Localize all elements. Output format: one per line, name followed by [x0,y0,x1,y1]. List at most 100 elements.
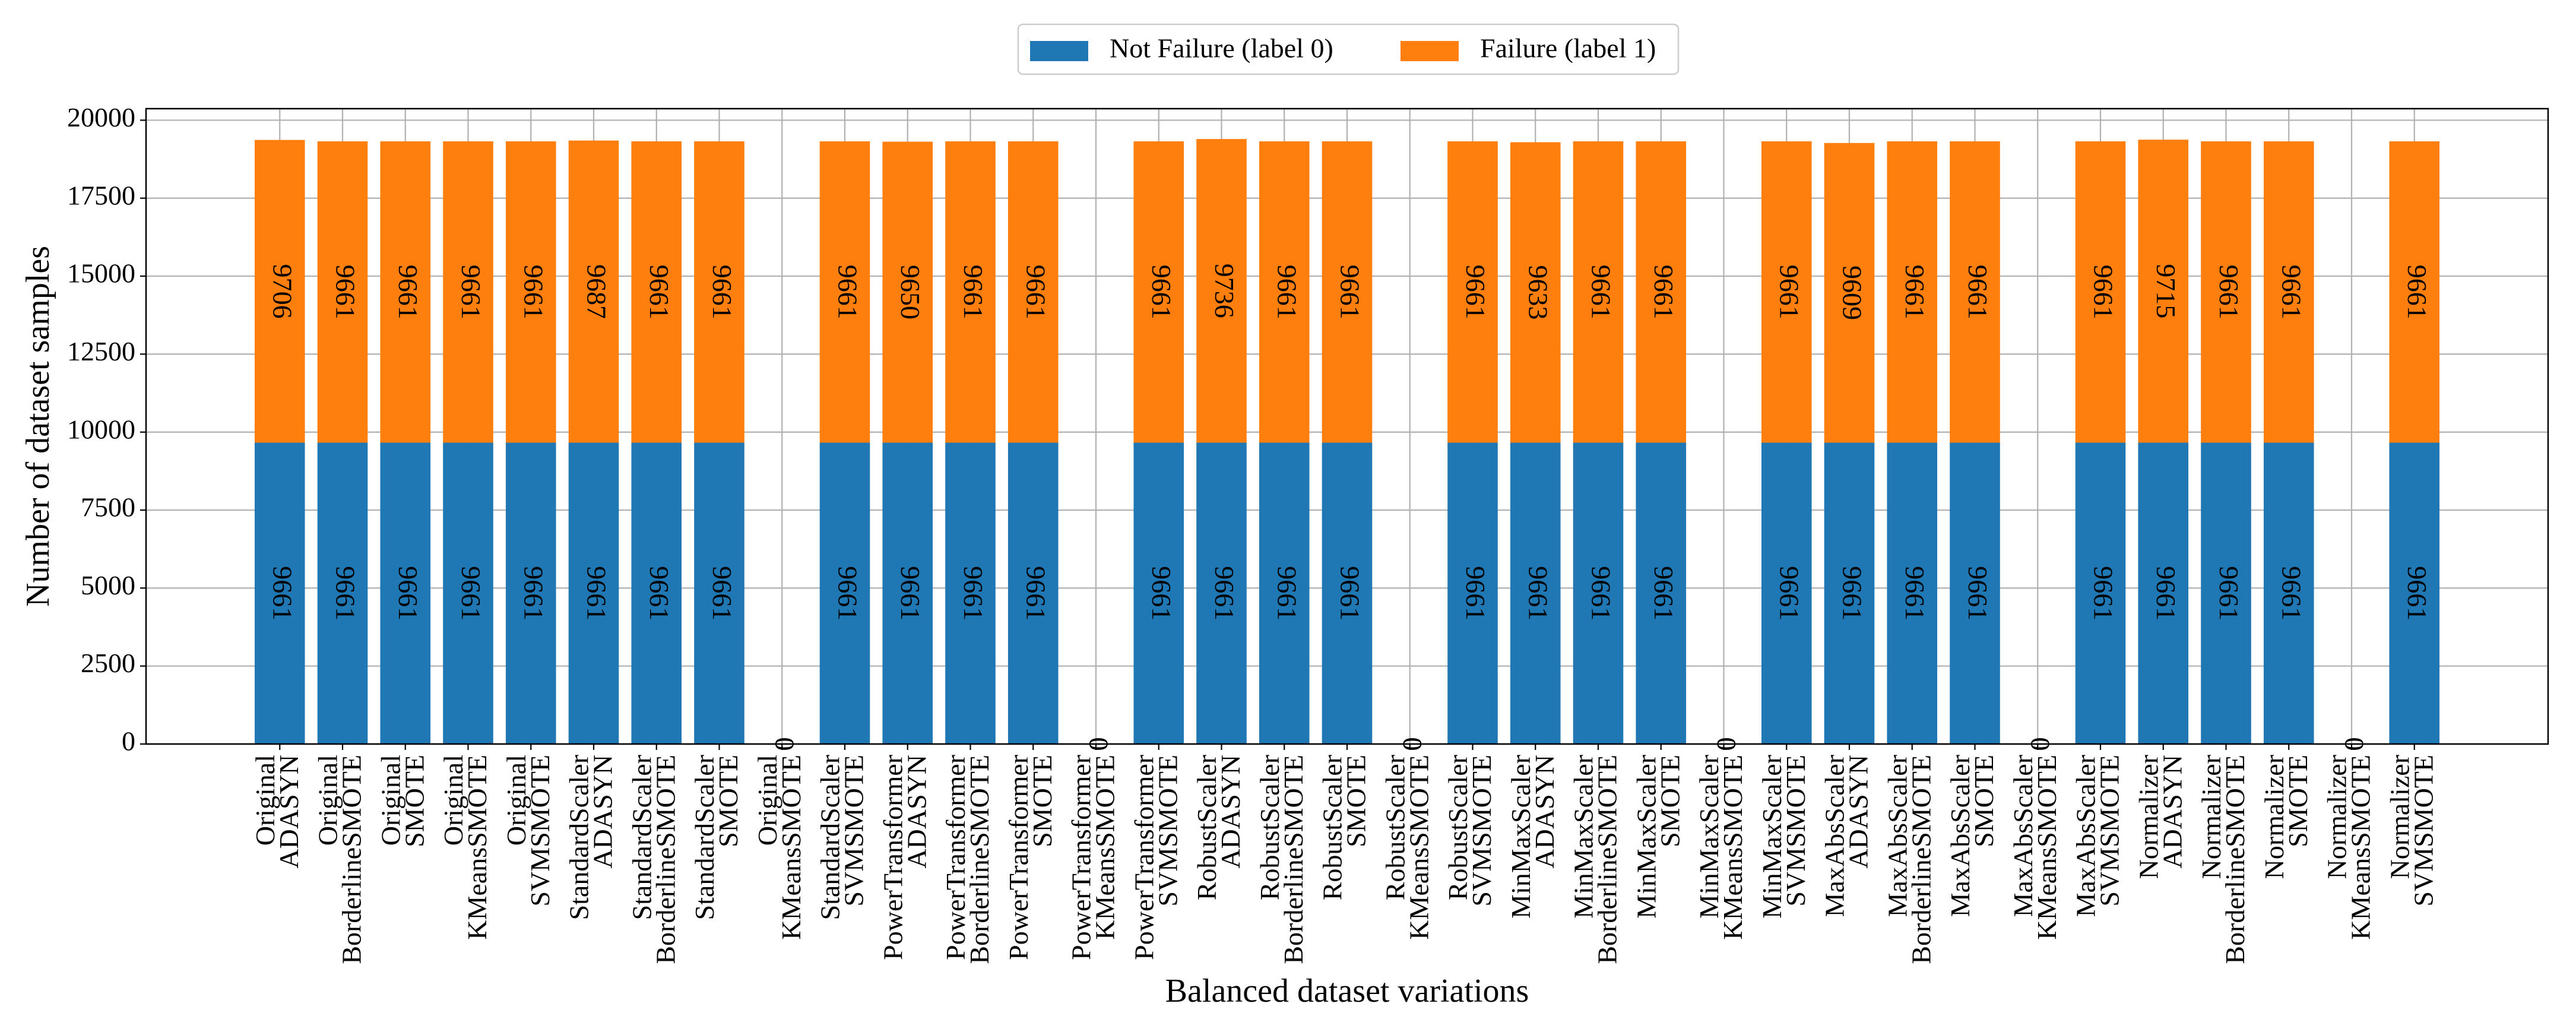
x-tick-label: RobustScaler [1254,755,1285,900]
data-label: 9661 [1963,566,1993,621]
bar-segment [505,442,556,744]
bar-segment [1447,141,1498,443]
x-tick-label: SVMSMOTE [1152,755,1183,907]
bar-segment [882,442,933,744]
data-label: 9661 [1460,265,1491,319]
bar-segment [1636,442,1687,744]
x-tick-label: BorderlineSMOTE [2220,755,2250,964]
x-tick-label: StandardScaler [689,755,720,920]
bar-segment [2263,442,2314,744]
data-label: 9661 [1523,566,1554,621]
x-tick-label: SMOTE [1655,755,1685,847]
x-tick-label: BorderlineSMOTE [964,755,994,964]
legend: Not Failure (label 0) Failure (label 1) [1017,23,1680,75]
bar-segment [2389,442,2440,744]
bar-segment [1196,139,1247,443]
x-tick-label: Original [501,755,531,846]
bar-segment [1950,141,2000,443]
bar-segment [1196,442,1247,744]
bar-segment [1322,141,1373,443]
x-tick-label: BorderlineSMOTE [1592,755,1623,964]
bar-segment [380,442,431,744]
x-tick-label: Original [313,755,343,846]
x-tick-label: SVMSMOTE [839,755,869,907]
y-tick-label: 17500 [67,180,135,210]
x-tick-label: KMeansSMOTE [2346,755,2376,940]
x-tick-label: PowerTransformer [1003,755,1034,960]
data-label: 9661 [330,265,360,319]
x-tick-label: ADASYN [1529,755,1560,869]
x-tick-label: PowerTransformer [1066,755,1097,960]
bar-segment [1887,442,1938,744]
bar-segment [1007,442,1059,744]
data-label: 9661 [456,566,486,621]
data-label: 9661 [1649,566,1679,621]
data-label: 9661 [268,566,298,621]
data-label: 9661 [2088,265,2118,319]
x-tick-label: KMeansSMOTE [1718,755,1748,940]
legend-label: Not Failure (label 0) [1110,33,1333,64]
x-tick-label: SVMSMOTE [2408,755,2438,907]
data-label: 9661 [2151,566,2181,621]
x-tick-label: ADASYN [274,755,304,869]
data-label: 9661 [895,566,926,621]
bar-segment [2201,141,2251,443]
x-tick-label: SVMSMOTE [1466,755,1497,907]
x-tick-label: SMOTE [1341,755,1371,847]
x-tick-label: Normalizer [2259,755,2289,879]
bar-segment [2389,141,2440,443]
bar-segment [443,141,493,443]
bar-segment [1133,442,1184,744]
data-label: 9715 [2151,264,2181,318]
bar-segment [945,141,996,443]
data-label: 9661 [1021,265,1051,319]
x-tick-label: MaxAbsScaler [2008,755,2038,917]
x-tick-label: KMeansSMOTE [2032,755,2062,940]
x-tick-label: BorderlineSMOTE [650,755,680,964]
bar-segment [819,141,870,443]
x-tick-label: Original [438,755,468,846]
data-label: 9661 [393,566,423,621]
y-tick-label: 0 [122,726,135,756]
bar-segment [2138,140,2189,443]
data-label: 9706 [268,264,298,319]
x-tick-label: MaxAbsScaler [1945,755,1975,917]
x-tick-label: RobustScaler [1380,755,1410,900]
x-tick-label: Normalizer [2133,755,2163,879]
plot-frame [145,107,2549,745]
data-label: 9661 [1649,265,1679,319]
data-label: 9661 [581,566,611,621]
x-tick-label: Normalizer [2322,755,2352,879]
data-label: 9661 [2277,265,2307,319]
bar-segment [631,442,682,744]
y-tick-label: 12500 [67,336,135,366]
data-label: 9661 [519,265,549,319]
data-label: 9661 [330,566,360,621]
data-label: 9661 [1460,566,1491,621]
x-tick-label: RobustScaler [1443,755,1473,900]
y-tick-label: 15000 [67,258,135,289]
bar-segment [317,141,368,443]
x-tick-label: MinMaxScaler [1757,755,1787,919]
data-label: 9736 [1209,264,1240,318]
bar-segment [1761,141,1812,443]
legend-frame [1017,23,1680,75]
data-label: 9633 [1523,265,1554,320]
data-label: 9661 [393,265,423,319]
y-tick-label: 10000 [67,414,135,444]
bar-segment [1510,442,1561,744]
data-label: 9661 [1272,566,1303,621]
bar-segment [1447,442,1498,744]
y-tick-label: 20000 [67,102,135,132]
data-label: 9661 [707,566,737,621]
bar-segment [568,140,619,443]
x-tick-label: SVMSMOTE [525,755,555,907]
x-tick-label: BorderlineSMOTE [1278,755,1308,964]
x-tick-label: SMOTE [2283,755,2313,847]
bar-segment [1510,142,1561,443]
bar-segment [254,442,305,744]
data-label: 9650 [895,265,926,319]
x-tick-label: ADASYN [901,755,931,869]
data-label: 9661 [2402,265,2432,319]
x-tick-label: RobustScaler [1317,755,1348,900]
